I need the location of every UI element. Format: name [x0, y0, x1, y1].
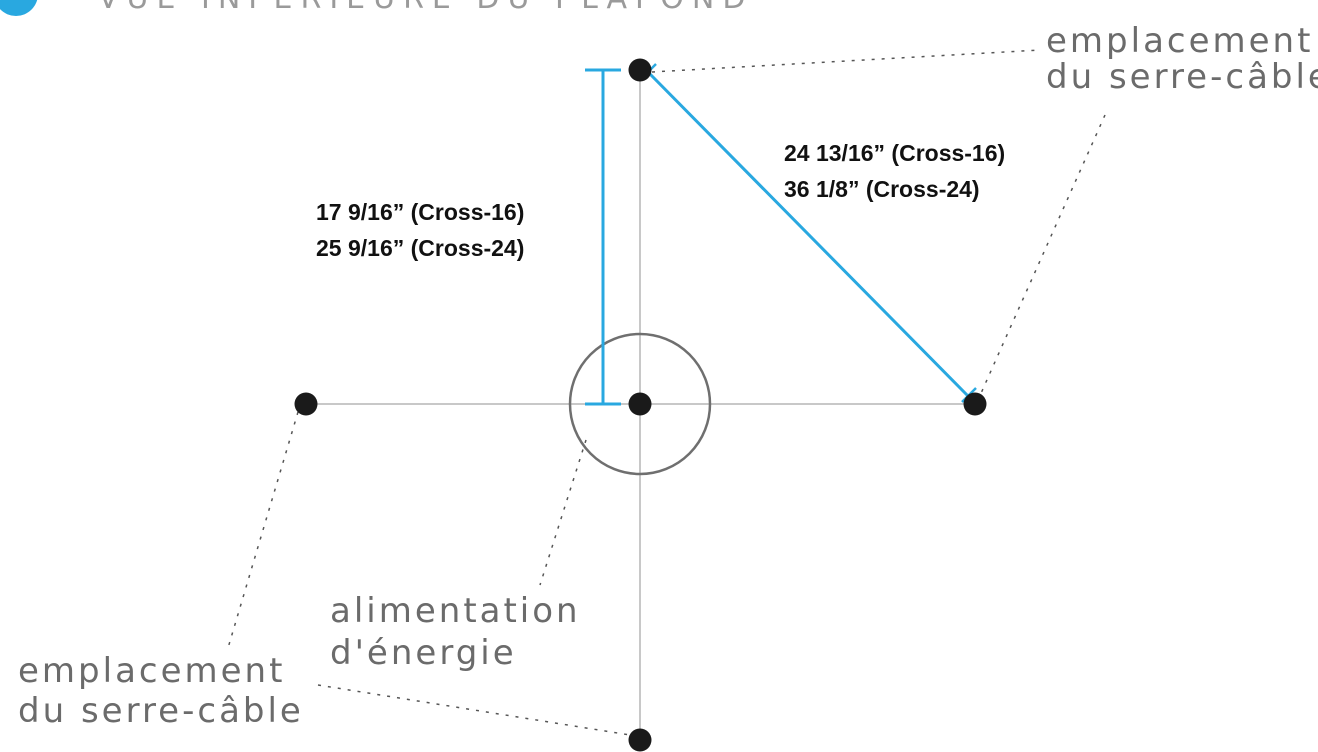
leader-top-right-to-top-point	[651, 49, 1041, 73]
power-supply-label-line2: d'énergie	[330, 633, 517, 673]
power-supply-label-line1: alimentation	[330, 591, 581, 631]
vertical-dimension-cross16-label: 17 9/16” (Cross-16)	[316, 199, 524, 225]
leader-top-right-to-right-point	[977, 114, 1106, 401]
leader-bottom-left-to-bottom-point	[317, 684, 631, 736]
power-supply-circle	[568, 332, 712, 476]
bottom-mount-point	[628, 728, 652, 752]
right-mount-point	[963, 392, 987, 416]
diagonal-dimension-line	[646, 70, 970, 398]
vertical-dimension-cross24-label: 25 9/16” (Cross-24)	[316, 235, 524, 261]
center-point	[628, 392, 652, 416]
cable-clamp-location-top-line1: emplacement	[1046, 21, 1313, 61]
diagonal-dimension-cross24-label: 36 1/8” (Cross-24)	[784, 176, 980, 202]
cable-clamp-location-bottom-line1: emplacement	[18, 651, 285, 691]
diagonal-dimension-cross16-label: 24 13/16” (Cross-16)	[784, 140, 1005, 166]
left-mount-point	[294, 392, 318, 416]
header-title: VUE INFÉRIEURE DU PLAFOND	[98, 0, 753, 16]
top-mount-point	[628, 58, 652, 82]
step-number-badge	[0, 0, 38, 16]
leader-power-to-circle	[539, 439, 587, 586]
cable-clamp-location-top-line2: du serre-câble	[1046, 57, 1318, 97]
leader-bottom-left-to-left-point	[227, 411, 299, 649]
cable-clamp-location-bottom-line2: du serre-câble	[18, 691, 304, 731]
